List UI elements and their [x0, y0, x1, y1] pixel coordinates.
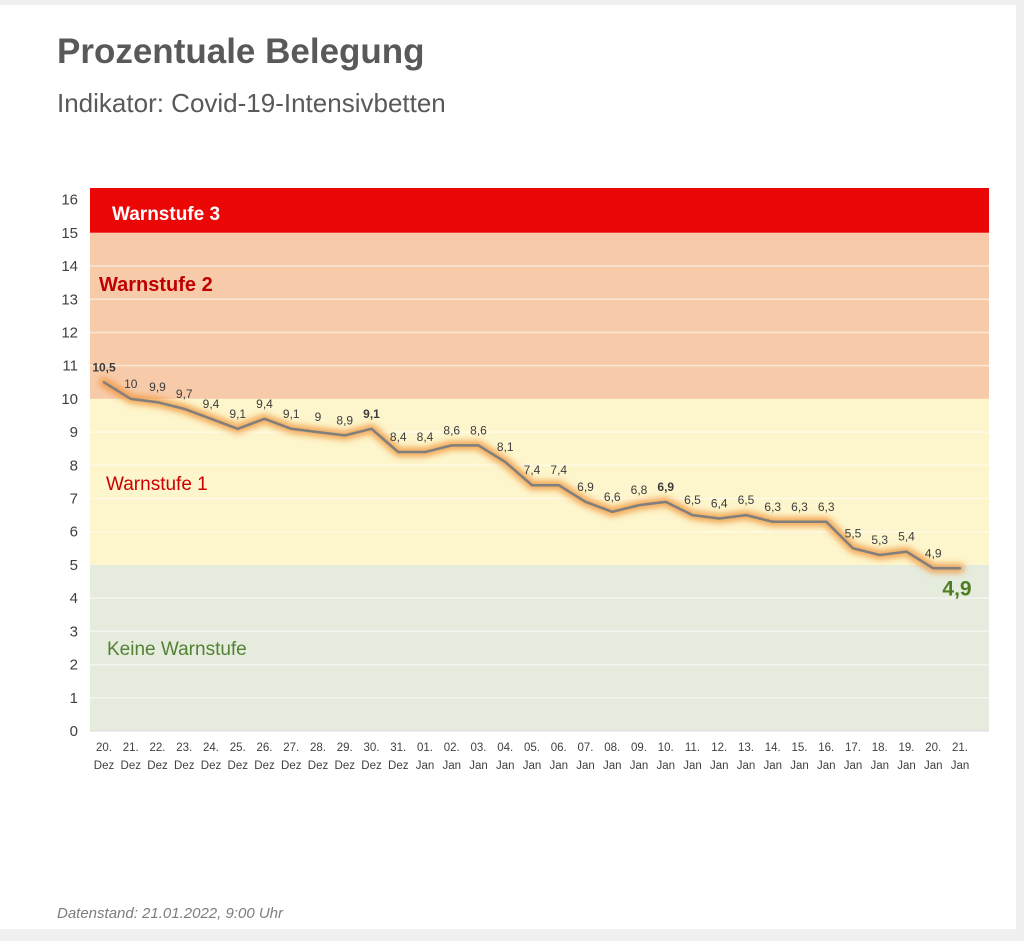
- y-axis-tick-label: 10: [61, 391, 78, 408]
- y-axis-tick-label: 0: [70, 723, 78, 740]
- data-point-label: 8,4: [390, 430, 407, 444]
- data-point-label: 9: [315, 410, 322, 424]
- warning-band-keine-warnstufe: [90, 564, 989, 731]
- x-axis-date-label: 20. Dez: [94, 742, 115, 772]
- x-axis-date-label: 20. Jan: [924, 742, 943, 772]
- x-axis-date-label: 25. Dez: [228, 742, 249, 772]
- y-axis-tick-label: 5: [70, 557, 78, 574]
- trend-line: [102, 381, 962, 570]
- data-point-label: 8,9: [336, 413, 353, 427]
- x-axis-date-label: 28. Dez: [308, 742, 329, 772]
- x-axis-date-label: 24. Dez: [201, 742, 222, 772]
- x-axis-date-label: 21. Jan: [951, 742, 970, 772]
- data-point-label: 8,6: [470, 423, 487, 437]
- data-point-label: 8,6: [443, 423, 460, 437]
- y-axis-tick-label: 6: [70, 524, 78, 541]
- data-point-label: 10,5: [92, 360, 116, 374]
- x-axis-date-label: 07. Jan: [576, 742, 595, 772]
- warning-band-warnstufe-3: [90, 188, 989, 233]
- band-label: Keine Warnstufe: [107, 639, 247, 660]
- x-axis-date-label: 27. Dez: [281, 742, 302, 772]
- x-axis-date-label: 26. Dez: [254, 742, 275, 772]
- y-axis-tick-label: 16: [61, 192, 78, 209]
- warning-band-warnstufe-2: [90, 232, 989, 399]
- x-axis-date-label: 17. Jan: [844, 742, 863, 772]
- band-label: Warnstufe 1: [106, 474, 208, 495]
- final-value-label: 4,9: [942, 577, 971, 600]
- x-axis-date-label: 10. Jan: [656, 742, 675, 772]
- band-label: Warnstufe 2: [99, 274, 213, 296]
- data-point-label: 6,5: [738, 493, 755, 507]
- x-axis-date-label: 14. Jan: [763, 742, 782, 772]
- x-axis-date-label: 13. Jan: [737, 742, 756, 772]
- x-axis-date-label: 04. Jan: [496, 742, 515, 772]
- data-point-label: 9,1: [229, 407, 246, 421]
- x-axis-date-label: 21. Dez: [121, 742, 142, 772]
- window-edge-top: [0, 0, 1024, 5]
- data-point-label: 5,5: [845, 526, 862, 540]
- x-axis-date-label: 03. Jan: [469, 742, 488, 772]
- data-point-label: 6,9: [657, 480, 674, 494]
- data-point-label: 6,6: [604, 490, 621, 504]
- data-point-label: 6,9: [577, 480, 594, 494]
- x-axis-date-label: 19. Jan: [897, 742, 916, 772]
- data-point-label: 10: [124, 377, 138, 391]
- y-axis-tick-label: 11: [62, 358, 78, 375]
- page-subtitle: Indikator: Covid-19-Intensivbetten: [57, 88, 446, 118]
- x-axis-date-label: 15. Jan: [790, 742, 809, 772]
- y-axis-tick-label: 4: [70, 590, 78, 607]
- y-axis-tick-label: 9: [70, 424, 78, 441]
- y-axis-tick-label: 15: [61, 225, 78, 242]
- data-point-label: 8,4: [417, 430, 434, 444]
- x-axis-date-label: 02. Jan: [442, 742, 461, 772]
- data-point-label: 6,5: [684, 493, 701, 507]
- data-point-label: 7,4: [550, 463, 567, 477]
- x-axis-date-label: 08. Jan: [603, 742, 622, 772]
- y-axis-tick-label: 12: [61, 324, 78, 341]
- x-axis-date-label: 01. Jan: [416, 742, 435, 772]
- data-point-label: 7,4: [524, 463, 541, 477]
- x-axis-date-label: 06. Jan: [549, 742, 568, 772]
- data-point-label: 6,8: [631, 483, 648, 497]
- data-point-label: 8,1: [497, 440, 514, 454]
- data-point-label: 9,7: [176, 387, 193, 401]
- x-axis-date-label: 16. Jan: [817, 742, 836, 772]
- x-axis-date-label: 22. Dez: [147, 742, 168, 772]
- data-point-label: 6,3: [818, 500, 835, 514]
- x-axis-date-label: 12. Jan: [710, 742, 729, 772]
- data-point-label: 9,4: [203, 397, 220, 411]
- y-axis-tick-label: 1: [70, 690, 78, 707]
- y-axis-tick-label: 14: [61, 258, 78, 275]
- y-axis-tick-label: 2: [70, 657, 78, 674]
- x-axis-date-label: 05. Jan: [523, 742, 542, 772]
- data-point-label: 5,3: [871, 533, 888, 547]
- x-axis-date-label: 29. Dez: [335, 742, 356, 772]
- data-point-label: 9,1: [283, 407, 300, 421]
- x-axis-date-label: 09. Jan: [630, 742, 649, 772]
- data-point-label: 9,4: [256, 397, 273, 411]
- x-axis-date-label: 18. Jan: [870, 742, 889, 772]
- data-status-caption: Datenstand: 21.01.2022, 9:00 Uhr: [57, 905, 283, 922]
- data-point-label: 6,3: [764, 500, 781, 514]
- data-point-label: 9,9: [149, 380, 166, 394]
- x-axis-date-label: 31. Dez: [388, 742, 409, 772]
- window-edge-right: [1016, 0, 1024, 941]
- x-axis-date-label: 11. Jan: [683, 742, 702, 772]
- data-point-label: 4,9: [925, 546, 942, 560]
- data-point-label: 6,3: [791, 500, 808, 514]
- x-axis-date-label: 30. Dez: [361, 742, 382, 772]
- data-point-label: 6,4: [711, 496, 728, 510]
- data-point-label: 5,4: [898, 530, 915, 544]
- page-title: Prozentuale Belegung: [57, 32, 425, 71]
- y-axis-tick-label: 13: [61, 291, 78, 308]
- y-axis-tick-label: 8: [70, 457, 78, 474]
- y-axis-tick-label: 3: [70, 623, 78, 640]
- band-label: Warnstufe 3: [112, 204, 220, 225]
- x-axis-date-label: 23. Dez: [174, 742, 195, 772]
- y-axis-tick-label: 7: [70, 491, 78, 508]
- data-point-label: 9,1: [363, 407, 380, 421]
- window-edge-bottom: [0, 929, 1024, 941]
